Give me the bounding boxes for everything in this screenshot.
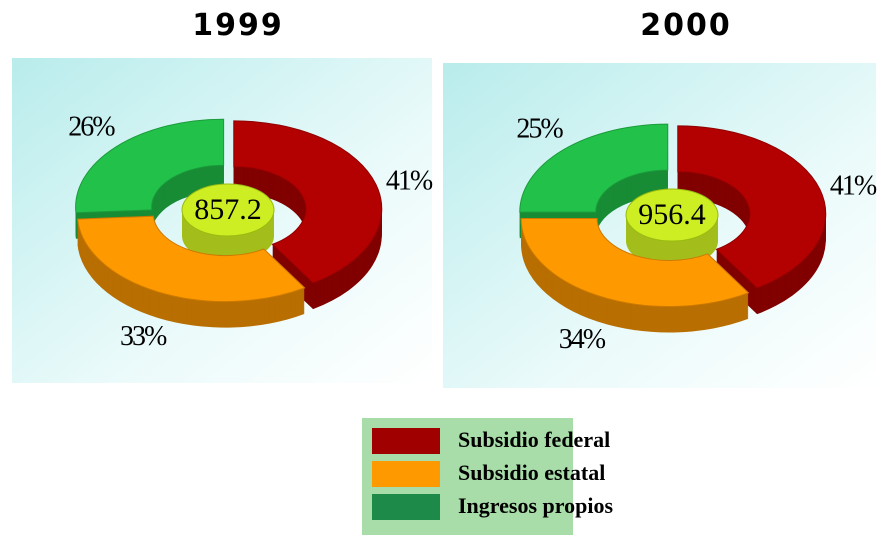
legend-label: Ingresos propios [458,493,614,518]
segment-top [75,118,225,214]
value-label: 41% [386,165,433,196]
donut-segment [233,120,383,310]
value-label: 33% [120,321,167,352]
value-label: 26% [68,111,115,142]
legend-swatch [372,461,440,487]
donut-segment [519,123,669,239]
value-label: 34% [559,324,606,355]
legend-swatch [372,494,440,520]
cylinder-top [625,188,719,242]
segment-top [677,125,827,289]
segment-top [233,120,383,284]
center-total: 956.4 [638,198,706,231]
value-label: 25% [516,113,563,144]
donut-segment [677,125,827,315]
cylinder-top [181,183,275,237]
legend-label: Subsidio estatal [458,460,605,485]
donut-segment [77,215,306,328]
value-label: 41% [830,170,877,201]
center-total: 857.2 [194,193,262,226]
chart-title: 1999 [192,8,284,43]
segment-top [77,215,306,303]
segment-top [520,218,750,307]
donut-segment [520,218,750,333]
segment-top [519,123,669,213]
legend-label: Subsidio federal [458,427,610,452]
donut-segment [75,118,225,239]
chart-title: 2000 [640,8,732,43]
legend-swatch [372,428,440,454]
